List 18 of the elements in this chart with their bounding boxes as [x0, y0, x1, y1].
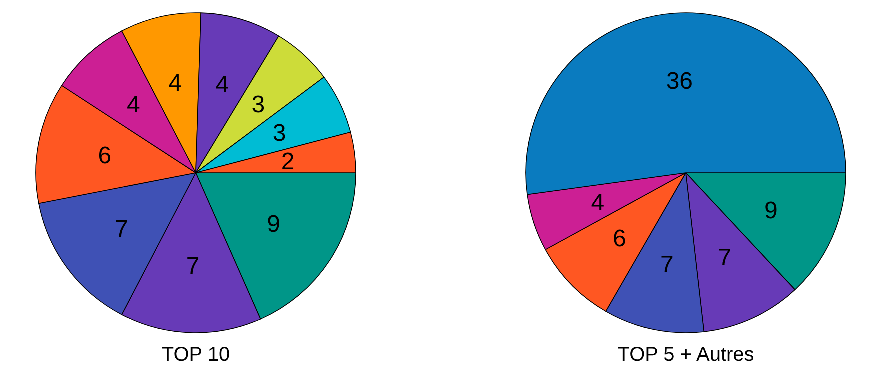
data-label: 4 [126, 92, 140, 119]
data-label: 4 [216, 71, 230, 98]
data-label: 4 [591, 189, 605, 216]
data-label: 4 [168, 70, 182, 97]
text: TOP 5 + Autres [618, 344, 754, 366]
data-label: 7 [114, 216, 128, 243]
data-label: 36 [666, 68, 694, 95]
data-label: 7 [660, 251, 674, 278]
data-label: 6 [98, 142, 112, 170]
data-label: 7 [718, 244, 732, 272]
data-label: 9 [764, 197, 778, 224]
data-label: 2 [281, 148, 295, 176]
data-label: 9 [267, 211, 280, 238]
data-label: 6 [612, 225, 626, 252]
data-label: 7 [186, 253, 200, 280]
data-label: 3 [252, 92, 266, 119]
data-label: 3 [272, 120, 286, 148]
text: TOP 10 [162, 344, 230, 366]
